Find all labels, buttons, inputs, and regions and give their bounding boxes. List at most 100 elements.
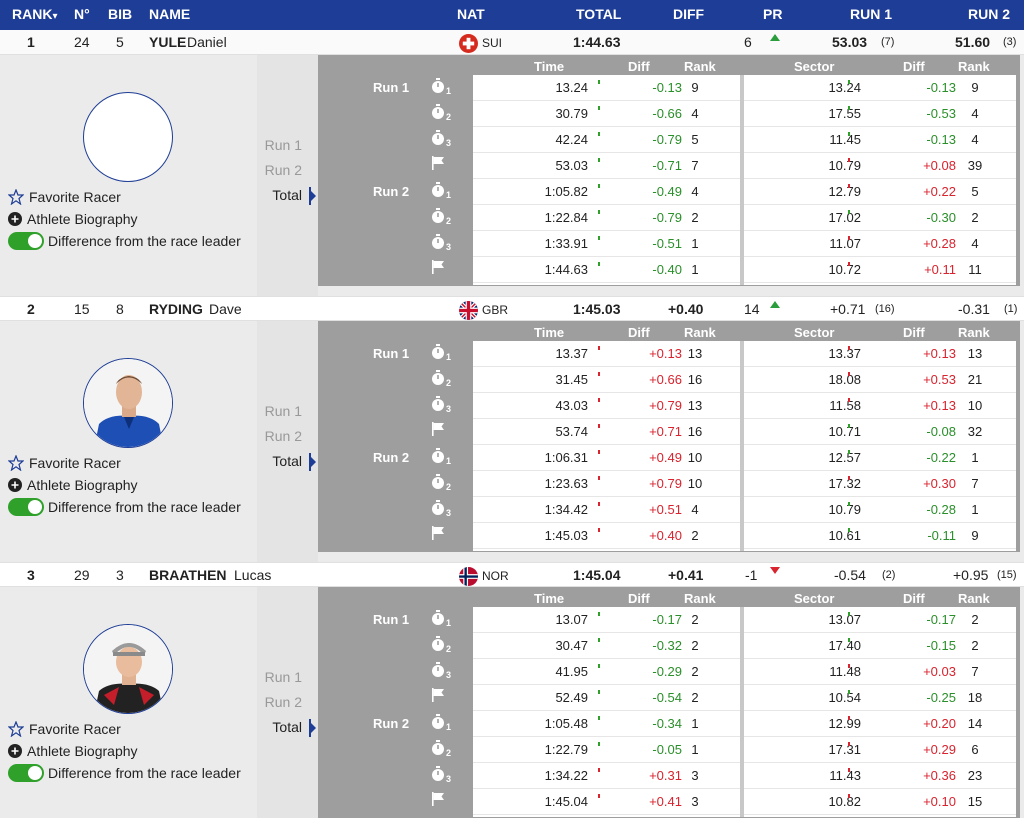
run2-column-header[interactable]: RUN 2 [968, 6, 1011, 22]
racer-summary-row[interactable]: 2 15 8 RYDING 1:45.03 +0.40 14 +0.71 (16) -0.31 (1… [0, 296, 1024, 321]
sector-diff-indicator [848, 768, 850, 772]
run1-column-header[interactable]: RUN 1 [850, 6, 893, 22]
split-time: 13.07 [555, 612, 588, 627]
total-selector[interactable]: Total [272, 187, 302, 203]
split-number: 3 [446, 242, 452, 252]
run1-selector[interactable]: Run 1 [264, 137, 302, 153]
leader-difference-toggle[interactable] [8, 498, 44, 516]
run2-selector[interactable]: Run 2 [264, 428, 302, 444]
sector-rank: 6 [971, 742, 979, 757]
avatar [83, 624, 173, 714]
total-column-header[interactable]: TOTAL [576, 6, 622, 22]
sector-diff-indicator [848, 158, 850, 162]
diff-column-header[interactable]: DIFF [673, 6, 705, 22]
racer-summary-row[interactable]: 3 29 3 BRAATHEN 1:45.04 +0.41 -1 -0.54 (2) +0.95 (… [0, 562, 1024, 587]
total-selector[interactable]: Total [272, 719, 302, 735]
split-row: 13.24 -0.13 9 [473, 75, 740, 101]
finish-flag-icon [431, 156, 453, 176]
run2-selector[interactable]: Run 2 [264, 694, 302, 710]
split-diff: +0.79 [649, 476, 682, 491]
split-time: 1:22.84 [544, 210, 588, 225]
diff-value: +0.40 [668, 301, 704, 317]
split-row: 1:22.79 -0.05 1 [473, 737, 740, 763]
sector-diff-indicator [848, 476, 850, 480]
split-number: 3 [446, 774, 452, 784]
time-column-header: Time [534, 59, 565, 74]
split-diff: -0.32 [652, 638, 682, 653]
rank-column-header: Rank [684, 325, 716, 340]
total-selector[interactable]: Total [272, 453, 302, 469]
sector-row: 13.24 -0.13 9 [744, 75, 1016, 101]
stopwatch-icon: 1 [431, 182, 453, 202]
leader-difference-label: Difference from the race leader [48, 499, 241, 515]
split-row: 52.49 -0.54 2 [473, 685, 740, 711]
run1-rank: (2) [882, 569, 896, 581]
favorite-racer-link[interactable]: Favorite Racer [7, 188, 121, 206]
sector-rank: 5 [971, 184, 979, 199]
racer-list: 1 24 5 YULE 1:44.63 6 53.03 (7) 51.60 (3) SUI Danie… [0, 30, 1024, 818]
athlete-biography-link[interactable]: Athlete Biography [8, 211, 138, 227]
pr-value: -1 [745, 567, 758, 583]
diff-indicator [598, 768, 600, 772]
nat-flag-icon [459, 34, 478, 53]
nat-code: SUI [482, 36, 503, 50]
sector-row: 18.08 +0.53 21 [744, 367, 1016, 393]
run1-selector[interactable]: Run 1 [264, 669, 302, 685]
sector-time: 17.32 [828, 476, 861, 491]
split-time: 30.47 [555, 638, 588, 653]
finish-flag-icon [431, 260, 453, 280]
sector-diff: +0.11 [924, 262, 956, 277]
athlete-biography-link[interactable]: Athlete Biography [8, 743, 138, 759]
racer-detail: Favorite Racer Athlete Biography Differenc… [0, 55, 1024, 296]
sector-row: 10.72 +0.11 11 [744, 257, 1016, 283]
nat-column-header[interactable]: NAT [457, 6, 485, 22]
bib-column-header[interactable]: BIB [108, 6, 133, 22]
sector-time: 10.61 [828, 528, 861, 543]
name-column-header[interactable]: NAME [149, 6, 191, 22]
trend-down-icon [770, 567, 780, 574]
run2-selector[interactable]: Run 2 [264, 162, 302, 178]
favorite-racer-link[interactable]: Favorite Racer [7, 454, 121, 472]
pr-column-header[interactable]: PR [763, 6, 783, 22]
run1-selector[interactable]: Run 1 [264, 403, 302, 419]
rank-column-header: Rank [684, 59, 716, 74]
split-times-table: Time Diff Rank Sector Diff Rank Run 1 Run 2 13.2… [318, 55, 1020, 286]
racer-1: 2 15 8 RYDING 1:45.03 +0.40 14 +0.71 (16) -0.31 (1… [0, 296, 1024, 562]
no-column-header[interactable]: N° [74, 6, 90, 22]
leader-difference-toggle[interactable] [8, 232, 44, 250]
sector-rank: 23 [967, 768, 983, 783]
diff-indicator [598, 716, 600, 720]
sector-row: 13.07 -0.17 2 [744, 607, 1016, 633]
racer-summary-row[interactable]: 1 24 5 YULE 1:44.63 6 53.03 (7) 51.60 (3) SUI Danie… [0, 30, 1024, 55]
sector-column-header: Sector [794, 59, 835, 74]
sector-row: 12.79 +0.22 5 [744, 179, 1016, 205]
leader-difference-toggle-row[interactable]: Difference from the race leader [8, 764, 241, 782]
split-row: 13.37 +0.13 13 [473, 341, 740, 367]
split-number: 1 [446, 190, 452, 200]
split-number: 3 [446, 404, 452, 414]
split-diff: +0.41 [649, 794, 682, 809]
sector-times-panel: 13.24 -0.13 9 17.55 -0.53 4 11.45 -0.13 4 10.79 +0… [744, 75, 1016, 285]
sector-diff-indicator [848, 262, 850, 266]
sector-rank-column-header: Rank [958, 59, 990, 74]
leader-difference-toggle-row[interactable]: Difference from the race leader [8, 498, 241, 516]
plus-circle-icon [8, 478, 22, 492]
favorite-racer-link[interactable]: Favorite Racer [7, 720, 121, 738]
rank-column-header[interactable]: RANK▾ [12, 6, 58, 22]
sector-diff-indicator [848, 398, 850, 402]
leader-difference-toggle-row[interactable]: Difference from the race leader [8, 232, 241, 250]
split-diff: -0.54 [652, 690, 682, 705]
sector-row: 10.71 -0.08 32 [744, 419, 1016, 445]
leader-difference-toggle[interactable] [8, 764, 44, 782]
split-diff: -0.13 [652, 80, 682, 95]
sector-diff: -0.11 [927, 528, 956, 543]
run2-rank: (3) [1003, 36, 1017, 48]
athlete-biography-link[interactable]: Athlete Biography [8, 477, 138, 493]
split-time: 30.79 [555, 106, 588, 121]
sector-diff-indicator [848, 690, 850, 694]
split-number: 3 [446, 138, 452, 148]
diff-indicator [598, 528, 600, 532]
sector-diff-indicator [848, 664, 850, 668]
time-column-header: Time [534, 591, 565, 606]
stopwatch-icon: 3 [431, 234, 453, 254]
